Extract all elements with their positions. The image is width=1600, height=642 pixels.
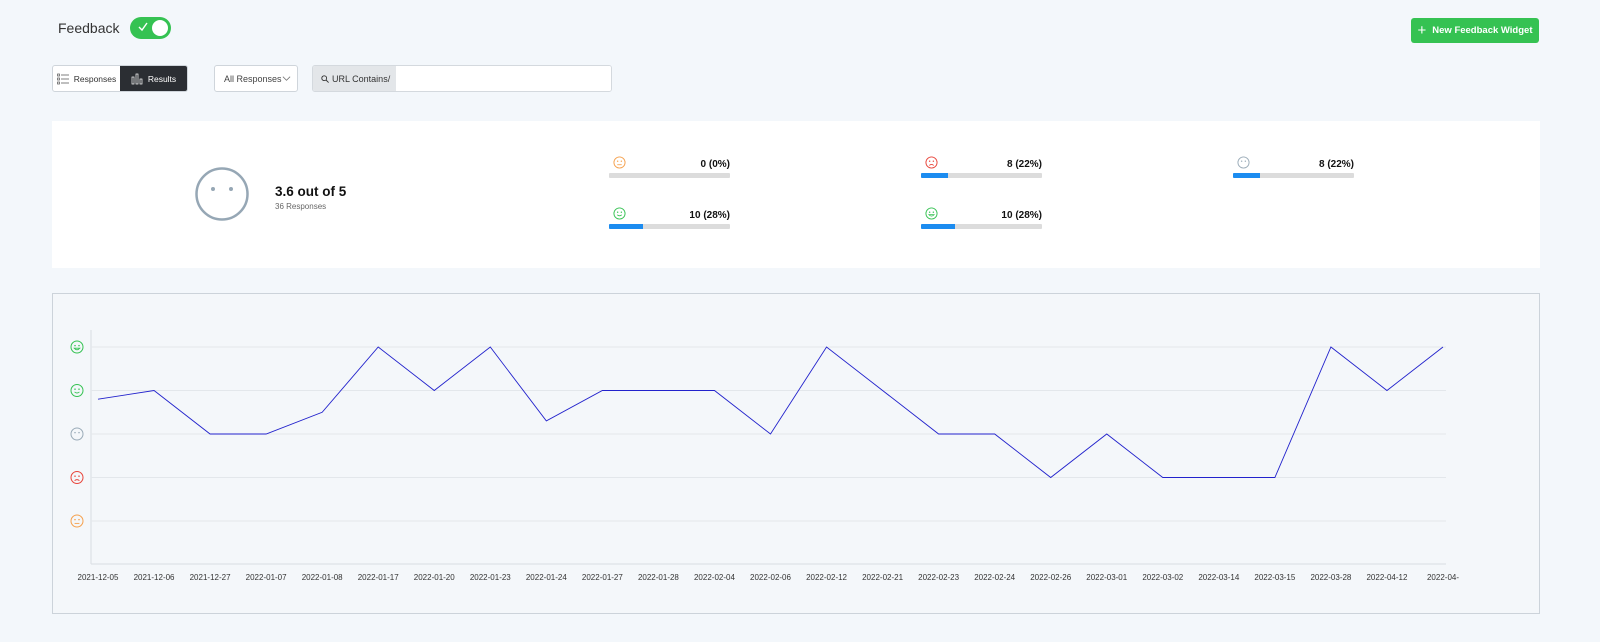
responses-select-value: All Responses [224,73,282,84]
results-view-label: Results [147,73,177,84]
stat-neutral: 8 (22%) [1233,156,1354,186]
responses-select[interactable]: All Responses [214,65,298,92]
stat-value: 0 (0%) [700,159,730,170]
plus-icon: + [1417,22,1427,39]
summary-card: 3.6 out of 5 36 Responses 0 (0%) 8 (22%)… [52,121,1540,268]
url-filter-prefix-label: URL Contains/ [332,73,391,84]
responses-view-label: Responses [73,73,117,84]
chevron-down-icon [282,76,291,81]
x-tick-label: 2021-12-05 [78,573,119,582]
url-filter: URL Contains/ [312,65,612,92]
x-tick-label: 2022-02-24 [974,573,1015,582]
x-tick-label: 2022-03-01 [1086,573,1127,582]
x-tick-label: 2022-02-26 [1030,573,1071,582]
unhappy-face-icon [925,156,938,169]
x-tick-label: 2022-03-15 [1254,573,1295,582]
happy-face-icon [70,384,84,397]
stat-happy: 10 (28%) [609,207,730,237]
new-feedback-widget-label: New Feedback Widget [1432,25,1533,36]
toggle-knob [152,20,168,36]
bar-chart-icon [131,73,143,84]
x-tick-label: 2022-02-12 [806,573,847,582]
results-view-button[interactable]: Results [120,66,187,91]
neutral-face-icon [1237,156,1250,169]
x-tick-label: 2022-03-28 [1310,573,1351,582]
x-tick-label: 2022-01-24 [526,573,567,582]
x-tick-label: 2021-12-27 [190,573,231,582]
happy-face-icon [613,207,626,220]
x-tick-label: 2022-01-20 [414,573,455,582]
x-tick-label: 2022-04- [1427,573,1459,582]
x-tick-label: 2022-02-04 [694,573,735,582]
x-tick-label: 2022-01-27 [582,573,623,582]
url-filter-prefix: URL Contains/ [313,66,396,91]
very-unhappy-face-icon [613,156,626,169]
neutral-face-icon [195,167,249,221]
x-tick-label: 2021-12-06 [134,573,175,582]
stat-value: 8 (22%) [1318,159,1354,170]
stat-very-unhappy: 0 (0%) [609,156,730,186]
page-title: Feedback [58,20,120,36]
x-tick-label: 2022-02-06 [750,573,791,582]
stat-bar [921,172,1042,178]
stat-unhappy: 8 (22%) [921,156,1042,186]
ratings-series-line [97,346,1444,479]
average-score: 3.6 out of 5 [275,184,347,199]
x-tick-label: 2022-03-02 [1142,573,1183,582]
list-icon [56,73,69,84]
x-tick-label: 2022-01-23 [470,573,511,582]
stat-value: 10 (28%) [689,210,730,221]
x-tick-label: 2022-02-23 [918,573,959,582]
response-count: 36 Responses [275,202,327,211]
responses-view-button[interactable]: Responses [53,66,120,91]
x-tick-label: 2022-01-07 [246,573,287,582]
ratings-line-chart: 2021-12-05 2021-12-06 2021-12-27 2022-01-07… [70,330,1459,582]
x-tick-label: 2022-04-12 [1366,573,1407,582]
stat-value: 8 (22%) [1006,159,1042,170]
very-unhappy-face-icon [70,514,84,528]
neutral-face-icon [70,427,84,441]
stat-bar [921,223,1042,229]
stat-bar [609,172,730,178]
new-feedback-widget-button[interactable]: + New Feedback Widget [1411,18,1539,43]
url-filter-input[interactable] [396,66,611,91]
very-happy-face-icon [70,340,84,354]
unhappy-face-icon [70,471,84,484]
x-tick-label: 2022-02-21 [862,573,903,582]
ratings-chart-card: 2021-12-05 2021-12-06 2021-12-27 2022-01-07… [52,293,1540,614]
x-tick-label: 2022-01-08 [302,573,343,582]
check-icon [138,22,148,32]
x-tick-label: 2022-03-14 [1198,573,1239,582]
x-tick-label: 2022-01-28 [638,573,679,582]
view-switch: Responses Results [52,65,188,92]
stat-bar [609,223,730,229]
feedback-toggle[interactable] [130,17,171,39]
stat-very-happy: 10 (28%) [921,207,1042,237]
search-icon [321,74,329,83]
stat-bar [1233,172,1354,178]
x-tick-label: 2022-01-17 [358,573,399,582]
very-happy-face-icon [925,207,938,220]
stat-value: 10 (28%) [1001,210,1042,221]
